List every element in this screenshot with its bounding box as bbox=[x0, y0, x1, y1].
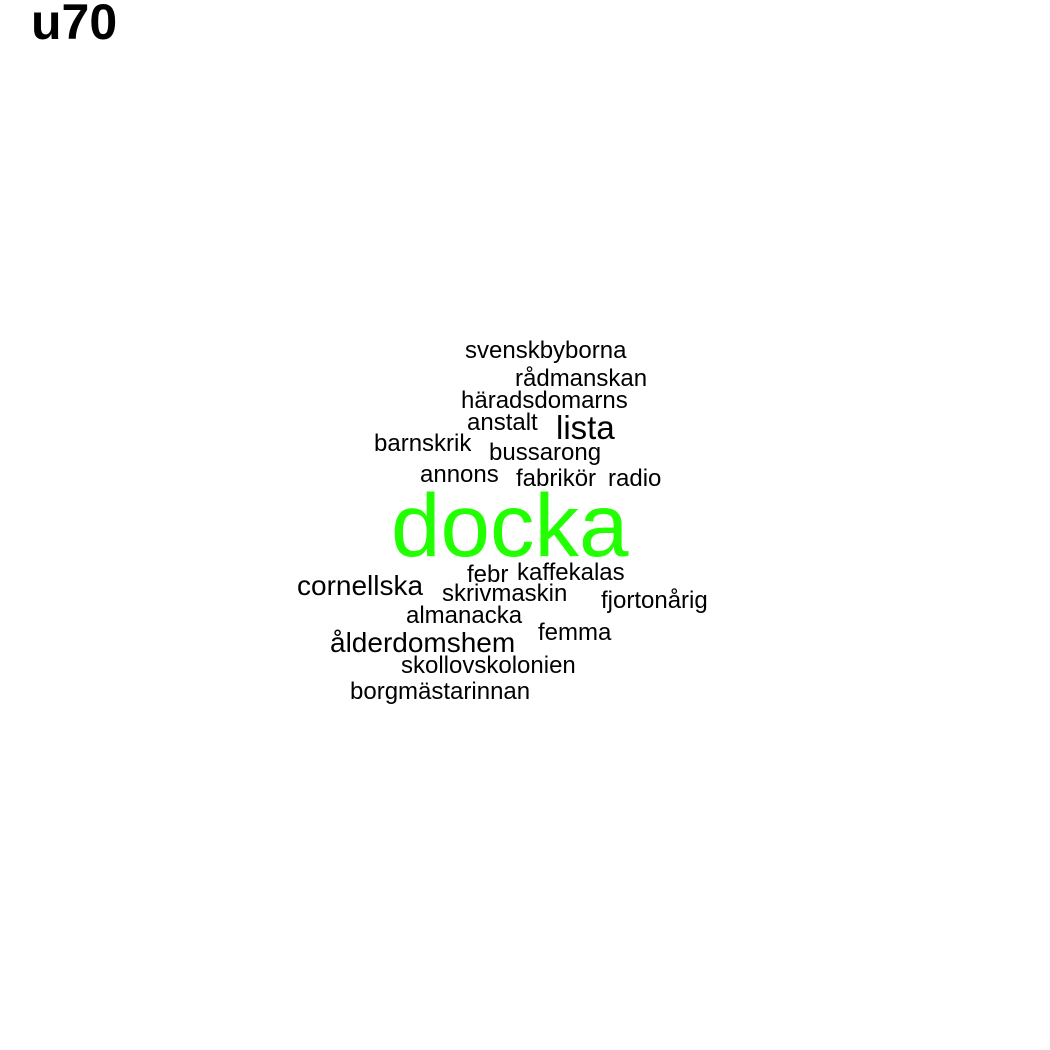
word-cornellska: cornellska bbox=[297, 570, 424, 601]
word-febr: febr bbox=[467, 561, 509, 588]
word-annons: annons bbox=[420, 461, 499, 488]
word-fabrikor: fabrikör bbox=[516, 465, 597, 492]
word-lista: lista bbox=[556, 409, 615, 446]
word-alderdomshem: ålderdomshem bbox=[330, 627, 516, 658]
word-bussarong: bussarong bbox=[489, 439, 602, 466]
word-svenskbyborna: svenskbyborna bbox=[465, 337, 627, 364]
word-femma: femma bbox=[538, 619, 612, 646]
word-borgmastarinnan: borgmästarinnan bbox=[350, 678, 531, 705]
word-radio: radio bbox=[608, 465, 662, 492]
word-kaffekalas: kaffekalas bbox=[517, 559, 625, 586]
word-anstalt: anstalt bbox=[467, 409, 538, 436]
plot-title: u70 bbox=[31, 0, 118, 50]
word-docka: docka bbox=[391, 475, 629, 575]
word-skrivmaskin: skrivmaskin bbox=[442, 580, 568, 607]
word-skollovskolonien: skollovskolonien bbox=[401, 652, 576, 679]
word-almanacka: almanacka bbox=[406, 602, 523, 629]
word-haradsdomarns: häradsdomarns bbox=[461, 387, 628, 414]
word-fjortonarig: fjortonårig bbox=[601, 587, 708, 614]
word-barnskrik: barnskrik bbox=[374, 430, 472, 457]
word-radmanskan: rådmanskan bbox=[515, 365, 648, 392]
